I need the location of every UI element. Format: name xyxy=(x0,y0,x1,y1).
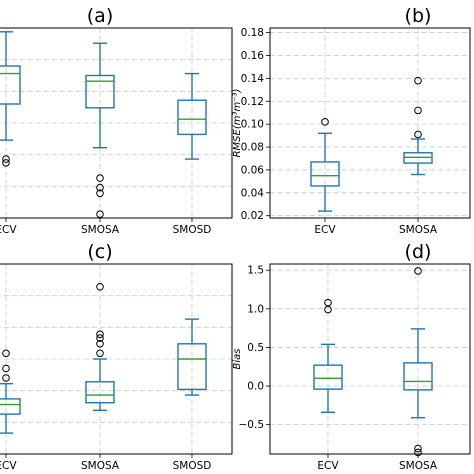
outlier-point xyxy=(414,106,422,115)
panel-title: (c) xyxy=(87,241,112,263)
x-tick-label: ECV xyxy=(0,460,17,472)
iqr-box xyxy=(177,343,207,391)
outlier-point xyxy=(2,349,10,358)
box-ecv xyxy=(313,298,343,413)
box-smosa xyxy=(403,267,433,457)
outlier-point xyxy=(414,76,422,85)
x-tick-label: ECV xyxy=(317,460,339,472)
x-tick-label: SMOSD xyxy=(173,224,212,236)
outlier-point xyxy=(414,130,422,139)
box-smosa xyxy=(403,76,433,176)
outlier-point xyxy=(414,444,422,453)
panel-b: 0.02 0.04 0.06 0.08 0.10 0.12 0.14 0.16 0.18 ECV S… xyxy=(232,5,471,236)
outlier-point xyxy=(96,330,104,339)
box-smosa xyxy=(85,283,115,411)
x-tick-label: SMOSD xyxy=(173,460,212,472)
outlier-point xyxy=(96,210,104,218)
x-tick-label: SMOSA xyxy=(81,460,120,472)
outlier-point xyxy=(96,174,104,182)
y-tick-label: 1.0 xyxy=(247,303,264,315)
y-tick-label: 0.02 xyxy=(241,210,264,222)
y-tick-label: 0.04 xyxy=(241,187,265,199)
iqr-box xyxy=(403,362,433,391)
outlier-point xyxy=(96,189,104,198)
panel-title: (a) xyxy=(87,5,113,27)
y-tick-label: 0.18 xyxy=(241,27,264,39)
plot-frame xyxy=(0,263,233,455)
iqr-box xyxy=(0,65,21,105)
outlier-point xyxy=(2,364,10,373)
box-smosd xyxy=(177,72,207,160)
y-tick-label: 0.0 xyxy=(247,381,264,393)
outlier-point xyxy=(96,283,104,291)
y-tick-label: 0.12 xyxy=(241,96,264,108)
outlier-point xyxy=(2,159,10,167)
panel-title: (b) xyxy=(405,5,432,27)
plot-frame xyxy=(0,27,233,219)
iqr-box xyxy=(0,398,21,415)
box-smosa xyxy=(85,42,115,218)
y-tick-label: 1.5 xyxy=(247,265,264,277)
panel-title: (d) xyxy=(405,241,432,263)
box-ecv xyxy=(310,118,340,212)
y-axis-label: Bias xyxy=(232,349,243,370)
y-tick-label: −0.5 xyxy=(239,419,265,431)
x-tick-label: SMOSA xyxy=(81,224,120,236)
iqr-box xyxy=(310,161,340,187)
iqr-box xyxy=(85,74,115,109)
y-tick-label: 0.16 xyxy=(241,50,265,62)
panel-a: ECV SMOSA SMOSD (a) xyxy=(0,5,233,236)
outlier-point xyxy=(96,183,104,192)
box-ecv xyxy=(0,349,21,434)
x-tick-label: SMOSA xyxy=(399,460,438,472)
iqr-box xyxy=(313,364,343,390)
outlier-point xyxy=(96,340,104,348)
iqr-box xyxy=(85,381,115,404)
x-tick-label: ECV xyxy=(0,224,17,236)
plot-frame xyxy=(269,263,471,455)
y-tick-label: 0.14 xyxy=(241,73,265,85)
outlier-point xyxy=(96,334,104,342)
outlier-point xyxy=(2,374,10,382)
outlier-point xyxy=(96,349,104,358)
y-tick-label: 0.10 xyxy=(241,119,264,131)
x-tick-label: ECV xyxy=(314,224,336,236)
box-ecv xyxy=(0,31,21,167)
iqr-box xyxy=(177,99,207,136)
box-smosd xyxy=(177,318,207,396)
panel-d: −0.5 0.0 0.5 1.0 1.5 ECV SMOSA (d) Bias xyxy=(232,241,471,472)
y-axis-label: RMSE(m³m⁻³) xyxy=(232,89,243,158)
y-tick-label: 0.5 xyxy=(247,342,264,354)
outlier-point xyxy=(2,155,10,163)
outlier-point xyxy=(324,298,332,307)
outlier-point xyxy=(321,118,329,126)
panel-c: ECV SMOSA SMOSD (c) xyxy=(0,241,233,472)
x-tick-label: SMOSA xyxy=(399,224,438,236)
y-tick-label: 0.08 xyxy=(241,142,264,154)
outlier-point xyxy=(414,267,422,275)
plot-frame xyxy=(269,27,471,219)
y-tick-label: 0.06 xyxy=(241,164,265,176)
